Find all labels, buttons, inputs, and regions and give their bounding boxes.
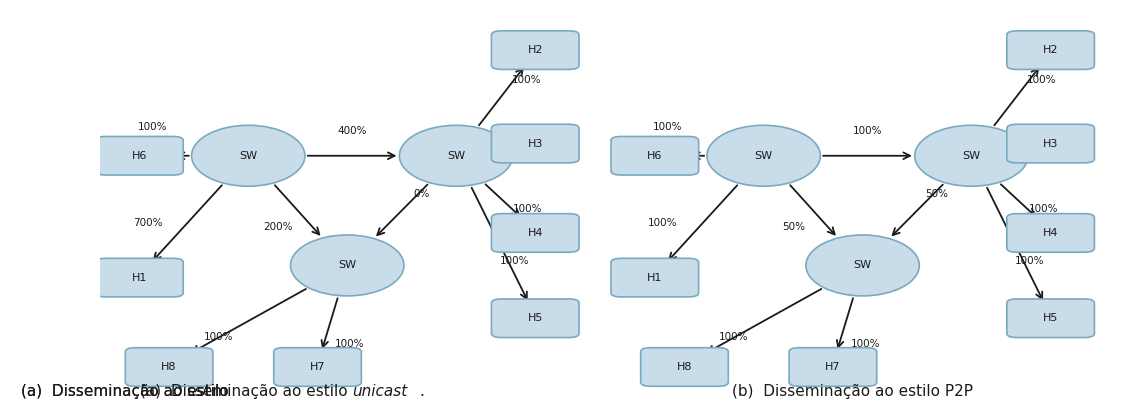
Text: H6: H6 [131,151,147,161]
Text: H7: H7 [310,362,325,372]
Text: (a)  Disseminação ao estilo: (a) Disseminação ao estilo [140,384,352,399]
Text: SW: SW [239,151,257,161]
Text: SW: SW [962,151,980,161]
FancyBboxPatch shape [1006,31,1095,70]
Text: H4: H4 [528,228,543,238]
Text: 100%: 100% [499,256,530,265]
FancyBboxPatch shape [789,348,876,386]
Text: 100%: 100% [649,218,678,228]
Text: 100%: 100% [513,204,542,214]
FancyBboxPatch shape [491,31,580,70]
FancyBboxPatch shape [126,348,213,386]
Text: SW: SW [755,151,773,161]
FancyBboxPatch shape [95,258,183,297]
Text: H2: H2 [528,45,543,55]
Text: 100%: 100% [1027,75,1056,85]
Ellipse shape [806,235,919,296]
FancyBboxPatch shape [611,137,698,175]
Text: (b)  Disseminação ao estilo P2P: (b) Disseminação ao estilo P2P [731,384,972,399]
Text: H1: H1 [131,273,147,283]
Text: 50%: 50% [782,222,805,232]
FancyBboxPatch shape [1006,124,1095,163]
Text: SW: SW [338,261,357,270]
Text: 50%: 50% [925,189,949,199]
Ellipse shape [291,235,404,296]
Text: H2: H2 [1043,45,1058,55]
Text: H7: H7 [825,362,841,372]
FancyBboxPatch shape [491,299,580,337]
FancyBboxPatch shape [1006,213,1095,252]
Text: .: . [419,384,424,399]
FancyBboxPatch shape [611,258,698,297]
Ellipse shape [915,125,1028,186]
Text: H6: H6 [648,151,662,161]
Text: SW: SW [854,261,872,270]
Text: (a)  Disseminação ao estilo: (a) Disseminação ao estilo [22,384,234,399]
Text: H3: H3 [1043,139,1058,148]
Text: SW: SW [447,151,465,161]
FancyBboxPatch shape [641,348,728,386]
Ellipse shape [708,125,821,186]
Text: H3: H3 [528,139,543,148]
Text: 100%: 100% [138,122,168,133]
Text: 400%: 400% [337,126,367,136]
Text: 100%: 100% [517,135,547,145]
Text: 100%: 100% [512,75,541,85]
Text: H5: H5 [1043,313,1058,323]
Text: 100%: 100% [1032,135,1062,145]
FancyBboxPatch shape [95,137,183,175]
Text: H8: H8 [162,362,177,372]
Text: 100%: 100% [335,339,365,349]
FancyBboxPatch shape [274,348,361,386]
Text: unicast: unicast [352,384,408,399]
Text: 100%: 100% [852,126,882,136]
Text: H1: H1 [648,273,662,283]
Ellipse shape [191,125,305,186]
Text: 100%: 100% [653,122,683,133]
Text: 100%: 100% [1029,204,1058,214]
Text: 100%: 100% [1015,256,1045,265]
Text: 100%: 100% [850,339,880,349]
Text: 100%: 100% [719,332,748,342]
FancyBboxPatch shape [1006,299,1095,337]
FancyBboxPatch shape [491,124,580,163]
Text: 100%: 100% [204,332,233,342]
Text: H5: H5 [528,313,543,323]
Text: H8: H8 [677,362,693,372]
Text: 200%: 200% [264,222,293,232]
FancyBboxPatch shape [491,213,580,252]
Text: H4: H4 [1043,228,1058,238]
Text: 0%: 0% [413,189,430,199]
Text: (a)  Disseminação ao estilo: (a) Disseminação ao estilo [22,384,234,399]
Text: 700%: 700% [132,218,162,228]
Ellipse shape [400,125,513,186]
